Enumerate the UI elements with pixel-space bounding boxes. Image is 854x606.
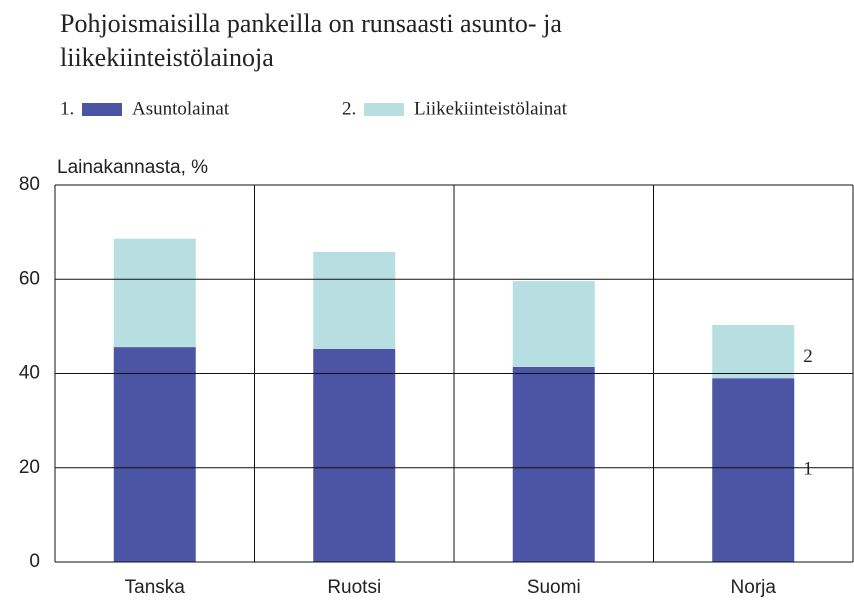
- bar-segment: [313, 348, 396, 562]
- bar-segment: [512, 281, 595, 367]
- bar-segment: [313, 251, 396, 349]
- chart-title: Pohjoismaisilla pankeilla on runsaasti a…: [60, 9, 562, 72]
- legend-label: Asuntolainat: [132, 98, 230, 119]
- bar-segment: [712, 324, 795, 379]
- bar-segment: [113, 238, 196, 348]
- segment-annotation: 1: [803, 458, 813, 479]
- legend-swatch: [82, 103, 122, 116]
- y-tick-label: 60: [19, 268, 40, 289]
- legend-swatch: [364, 103, 404, 116]
- x-tick-label: Tanska: [125, 577, 186, 598]
- legend-key: 2.: [342, 98, 356, 119]
- x-tick-label: Ruotsi: [327, 577, 381, 598]
- y-tick-label: 80: [19, 174, 40, 195]
- legend-label: Liikekiinteistölainat: [414, 98, 568, 119]
- y-tick-label: 0: [29, 551, 40, 572]
- y-axis-label: Lainakannasta, %: [57, 157, 208, 178]
- x-tick-label: Suomi: [527, 577, 581, 598]
- y-tick-label: 40: [19, 363, 40, 384]
- bar-segment: [113, 347, 196, 562]
- x-tick-label: Norja: [731, 577, 777, 598]
- bar-segment: [512, 366, 595, 562]
- segment-annotation: 2: [803, 346, 813, 367]
- bar-segment: [712, 378, 795, 562]
- legend-key: 1.: [60, 98, 74, 119]
- y-tick-label: 20: [19, 457, 40, 478]
